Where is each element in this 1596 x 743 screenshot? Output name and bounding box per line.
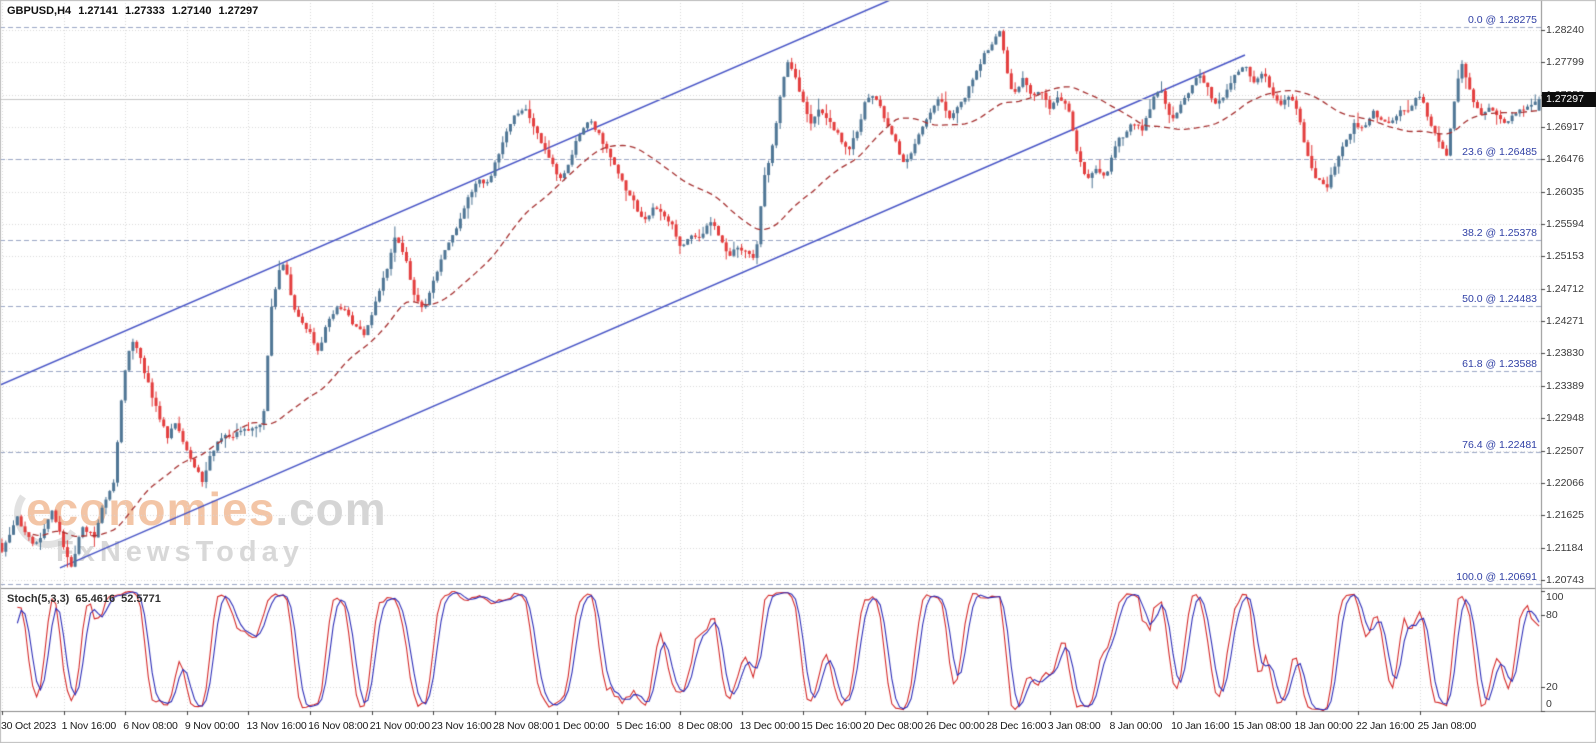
symbol-ohlc-header: GBPUSD,H4 1.27141 1.27333 1.27140 1.27297 (7, 5, 258, 17)
close-value: 1.27297 (218, 5, 259, 17)
stoch-signal-value: 52.5771 (121, 593, 161, 605)
open-value: 1.27141 (78, 5, 118, 17)
high-value: 1.27333 (124, 5, 165, 17)
indicator-name-label: Stoch(5,3,3) (7, 593, 70, 605)
current-price-tag: 1.27297 (1542, 91, 1596, 107)
symbol-timeframe-label: GBPUSD,H4 (7, 5, 72, 17)
price-axis[interactable] (1541, 0, 1596, 713)
stoch-main-value: 65.4616 (75, 593, 116, 605)
time-axis[interactable] (0, 713, 1596, 743)
stochastic-header: Stoch(5,3,3) 65.4616 52.5771 (7, 593, 161, 605)
low-value: 1.27140 (171, 5, 212, 17)
